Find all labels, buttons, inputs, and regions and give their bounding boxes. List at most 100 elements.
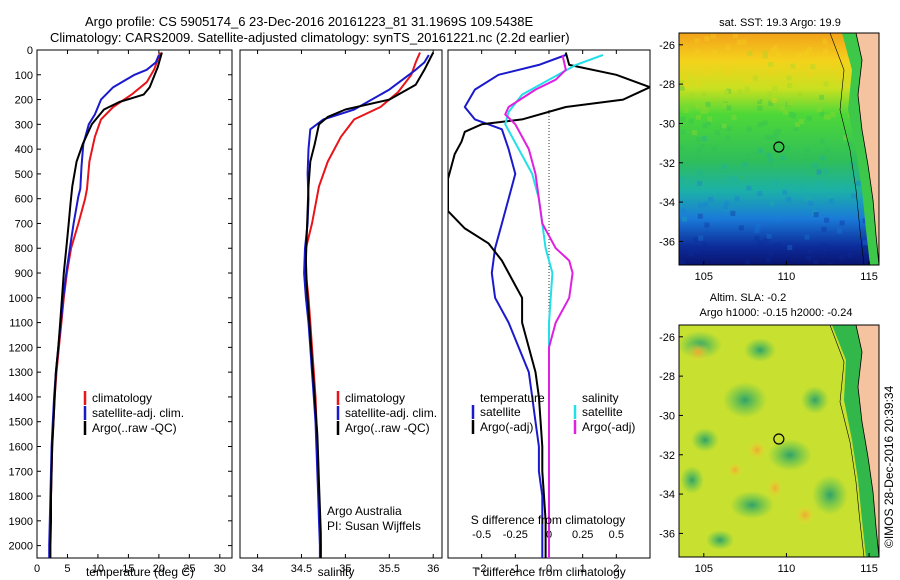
x-tick-label: 35 <box>339 563 351 575</box>
x-tick-label: -2 <box>477 563 487 575</box>
sst-pixel <box>813 260 819 265</box>
sst-pixel <box>680 116 686 122</box>
sst-pixel <box>695 70 701 76</box>
legend-label-sal-argo: Argo(-adj) <box>582 420 635 434</box>
sst-pixel <box>785 101 791 107</box>
map-y-tick-label: -30 <box>659 410 675 422</box>
y-tick-label: 300 <box>15 119 33 131</box>
copyright-label: ©IMOS 28-Dec-2016 20:39:34 <box>882 385 896 548</box>
sst-pixel <box>862 240 868 246</box>
map-y-tick-label: -26 <box>659 40 675 52</box>
sst-pixel <box>712 49 718 55</box>
x-tick-label: -1 <box>510 563 520 575</box>
sst-pixel <box>851 193 857 199</box>
sst-pixel <box>679 85 685 91</box>
sst-pixel <box>723 188 729 194</box>
legend-label-temp-argo: Argo(-adj) <box>480 420 533 434</box>
sst-pixel <box>705 71 710 77</box>
sst-pixel <box>830 112 836 118</box>
sst-pixel <box>684 82 689 88</box>
sst-pixel <box>725 71 731 77</box>
sst-pixel <box>693 236 699 242</box>
sst-pixel <box>744 259 750 265</box>
sst-map-x-ticks: 105 110 115 <box>695 261 878 283</box>
x-tick-label: 35.5 <box>379 563 400 575</box>
map-y-tick-label: -32 <box>659 450 675 462</box>
sst-pixel <box>787 83 793 88</box>
sla-float-marker <box>773 433 785 445</box>
sst-pixel <box>829 197 835 203</box>
sst-pixel <box>679 176 685 182</box>
sst-pixel <box>723 204 729 210</box>
map-x-tick-label: 115 <box>860 271 878 283</box>
header-line2: Climatology: CARS2009. Satellite-adjuste… <box>50 30 570 45</box>
map-y-tick-label: -30 <box>659 118 675 130</box>
sst-pixel <box>839 220 845 226</box>
sst-field-texture <box>679 33 874 265</box>
sst-pixel <box>819 94 825 100</box>
sst-pixel <box>688 250 694 256</box>
legend-label-temp-satellite: satellite <box>480 405 521 419</box>
y-tick-label: 100 <box>15 70 33 82</box>
sst-pixel <box>847 142 852 148</box>
sst-pixel <box>726 105 732 111</box>
sst-pixel <box>789 181 794 187</box>
sst-pixel <box>737 175 743 181</box>
sst-pixel <box>726 88 732 94</box>
sla-isobath <box>829 325 865 557</box>
x-tick-label: 20 <box>153 563 165 575</box>
sst-pixel <box>694 37 700 43</box>
sst-pixel <box>800 184 805 190</box>
sst-pixel <box>822 55 828 61</box>
legend-label-argo: Argo(..raw -QC) <box>345 421 430 435</box>
legend-heading-temperature: temperature <box>480 391 545 405</box>
sst-pixel <box>705 101 711 107</box>
difference-legend: temperature satellite Argo(-adj) salinit… <box>471 391 635 434</box>
series-line-salinity-argo-adj <box>504 54 574 558</box>
sst-map-frame <box>678 32 880 266</box>
sst-pixel <box>764 53 770 59</box>
sst-pixel <box>758 148 763 154</box>
temperature-x-label: temperature (deg C) <box>86 565 194 579</box>
sst-pixel <box>714 130 720 136</box>
sst-pixel <box>836 72 842 78</box>
temperature-legend: climatology satellite-adj. clim. Argo(..… <box>83 391 184 435</box>
sst-pixel <box>724 200 730 206</box>
sst-pixel <box>768 251 774 257</box>
sst-pixel <box>712 189 718 195</box>
sst-float-marker <box>773 141 785 153</box>
sst-pixel <box>812 210 818 216</box>
sst-pixel <box>822 48 828 54</box>
sst-map-panel: sat. SST: 19.3 Argo: 19.9 -26 -28 -30 -32 -3… <box>659 17 880 283</box>
sst-pixel <box>734 196 740 202</box>
sst-pixel <box>815 181 821 187</box>
temperature-plot-frame <box>36 49 233 559</box>
sst-pixel <box>703 202 709 207</box>
sst-pixel <box>791 113 797 119</box>
sst-pixel <box>775 128 781 134</box>
sla-eddy <box>768 439 812 471</box>
sst-pixel <box>745 154 751 159</box>
sst-pixel <box>855 180 861 186</box>
sst-pixel <box>824 217 830 223</box>
sst-pixel <box>793 126 799 132</box>
y-tick-label: 1500 <box>9 417 33 429</box>
sst-pixel <box>724 205 729 211</box>
difference-panel: -2 -1 0 1 2-0.5 -0.25 0 0.25 0.5 temperature sat… <box>447 49 651 579</box>
sst-pixel <box>746 185 752 191</box>
y-tick-label: 700 <box>15 218 33 230</box>
top-x-tick-label: -0.5 <box>472 529 491 541</box>
argo-australia-label: Argo Australia <box>327 504 402 518</box>
sst-pixel <box>703 108 709 114</box>
map-x-tick-label: 105 <box>695 563 713 575</box>
sst-pixel <box>722 164 728 170</box>
sst-pixel <box>807 72 813 78</box>
sst-pixel <box>816 169 822 175</box>
sst-pixel <box>821 214 827 220</box>
y-tick-label: 0 <box>27 45 33 57</box>
sst-pixel <box>738 225 744 231</box>
sst-pixel <box>775 218 780 224</box>
sst-map-title: sat. SST: 19.3 Argo: 19.9 <box>719 17 841 29</box>
y-tick-label: 1600 <box>9 441 33 453</box>
x-tick-label: 25 <box>183 563 195 575</box>
